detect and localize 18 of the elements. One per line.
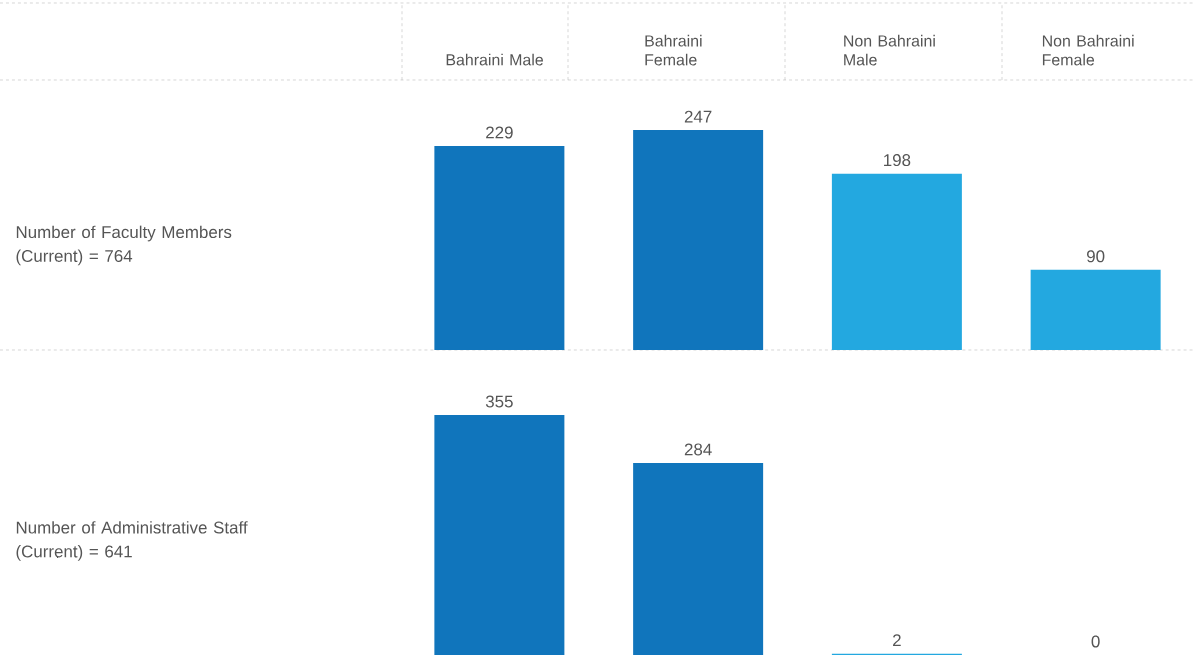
y-axis-title: Number of Administrative Staff (Current) = 641: [16, 521, 248, 561]
data-label: 229: [486, 126, 513, 139]
bar: [831, 173, 962, 350]
bar: [1030, 269, 1161, 350]
data-label: 247: [684, 110, 712, 123]
data-label: 284: [684, 443, 712, 456]
bar: [434, 146, 565, 350]
x-tick-label: Non Bahraini Male: [844, 34, 935, 66]
y-axis-title: Number of Faculty Members (Current) = 764: [16, 225, 232, 266]
data-label: 90: [1087, 250, 1105, 263]
x-tick-label: Bahraini Female: [645, 34, 702, 66]
x-tick-label: Bahraini Male: [446, 53, 543, 66]
bar: [633, 129, 764, 350]
x-tick-label: Non Bahraini Female: [1042, 34, 1134, 66]
data-label: 2: [893, 634, 901, 647]
data-label: 355: [485, 395, 513, 408]
data-label: 198: [884, 154, 911, 167]
data-label: 0: [1091, 635, 1100, 648]
